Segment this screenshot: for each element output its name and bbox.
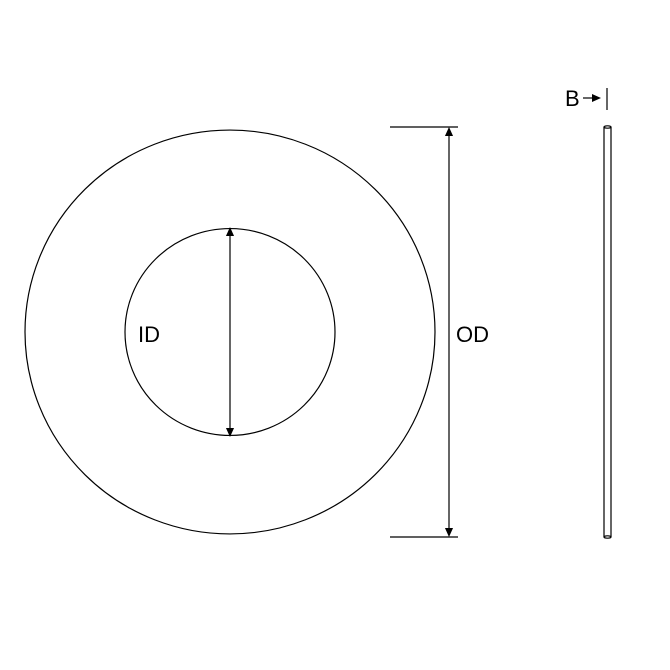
id-label: ID [138, 322, 160, 348]
b-label: B [565, 86, 580, 112]
od-label: OD [456, 322, 489, 348]
washer-diagram: ID OD B [0, 0, 670, 670]
